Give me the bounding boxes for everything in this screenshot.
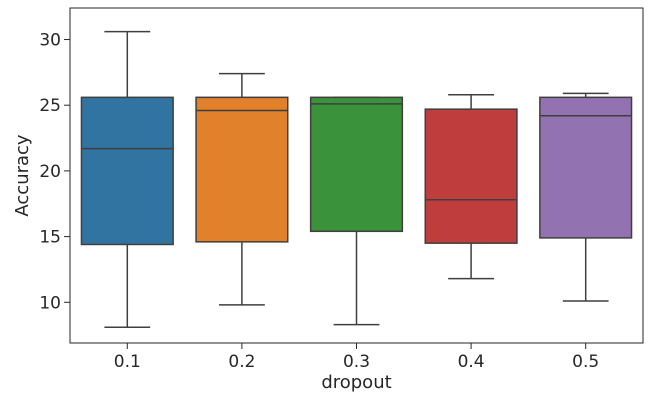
box-0.2 bbox=[195, 72, 289, 306]
iqr-box bbox=[195, 96, 289, 243]
x-tick-label: 0.5 bbox=[572, 352, 599, 372]
box-0.1 bbox=[80, 30, 174, 328]
boxes-group bbox=[80, 30, 633, 328]
y-axis-label: Accuracy bbox=[12, 134, 33, 217]
box-0.3 bbox=[309, 96, 404, 326]
iqr-box bbox=[539, 96, 633, 239]
y-tick-label: 10 bbox=[39, 293, 61, 313]
x-tick-label: 0.4 bbox=[458, 352, 485, 372]
y-axis: 10 15 20 25 30 bbox=[39, 31, 70, 313]
x-tick-label: 0.3 bbox=[343, 352, 370, 372]
x-tick-label: 0.2 bbox=[228, 352, 255, 372]
iqr-box bbox=[424, 108, 518, 244]
box-0.5 bbox=[539, 92, 633, 302]
box-0.4 bbox=[424, 93, 518, 280]
x-axis: 0.1 0.2 0.3 0.4 0.5 bbox=[114, 343, 599, 372]
iqr-box bbox=[80, 96, 174, 246]
iqr-box bbox=[309, 96, 404, 233]
y-tick-label: 15 bbox=[39, 228, 61, 248]
y-tick-label: 20 bbox=[39, 162, 61, 182]
y-tick-label: 30 bbox=[39, 31, 61, 51]
x-tick-label: 0.1 bbox=[114, 352, 141, 372]
y-tick-label: 25 bbox=[39, 96, 61, 116]
x-axis-label: dropout bbox=[321, 372, 391, 393]
